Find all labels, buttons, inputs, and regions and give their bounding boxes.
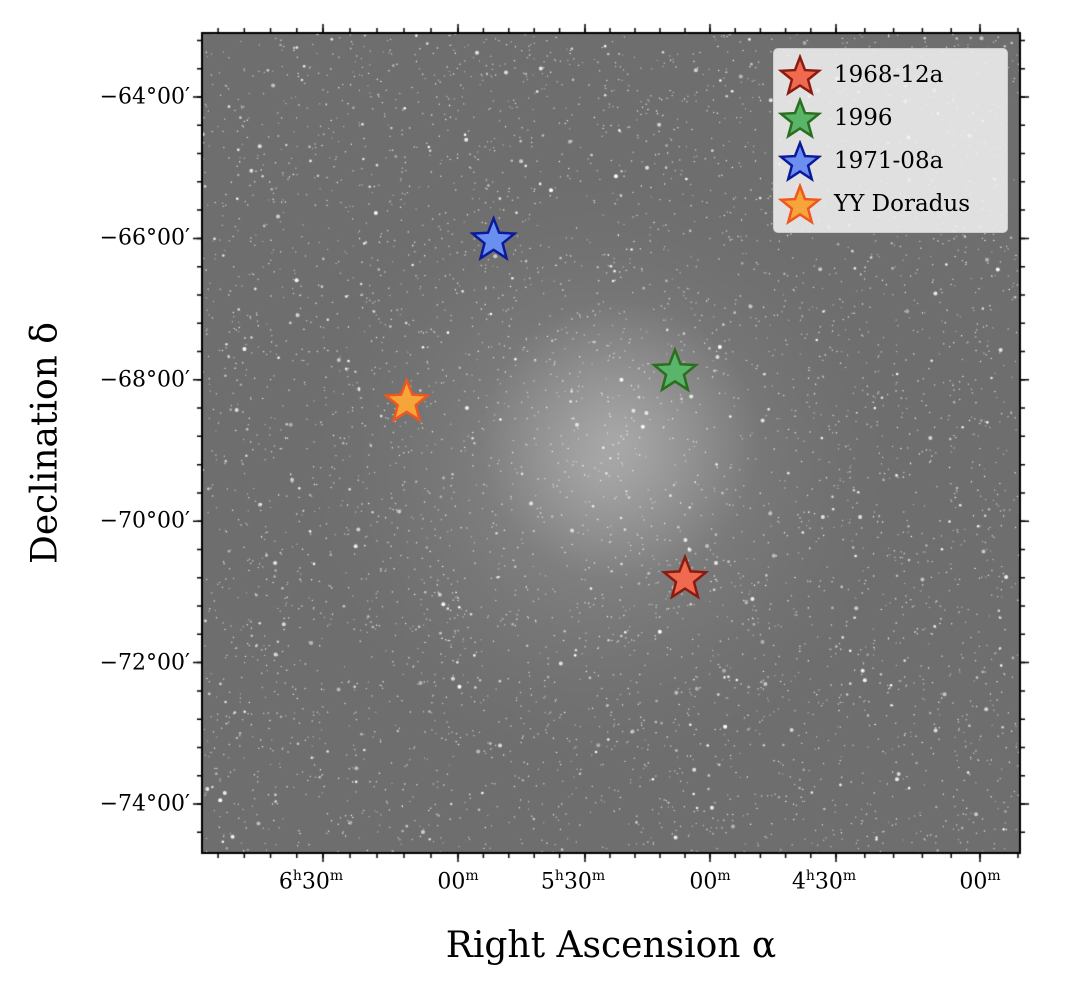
y-tick-label: −68°00′ (99, 367, 190, 393)
legend-item: 1968-12a (774, 54, 944, 96)
x-axis-label: Right Ascension α (445, 925, 777, 966)
star-icon (778, 54, 822, 96)
x-tick-label: 00m (437, 868, 479, 895)
legend-item: 1971-08a (774, 140, 944, 182)
legend-label: YY Doradus (834, 191, 971, 217)
legend: 1968-12a 1996 1971-08a YY Doradus (773, 48, 1008, 233)
x-tick-label: 6h30m (278, 868, 344, 895)
legend-item: 1996 (774, 97, 893, 139)
star-marker-1971-08a (469, 214, 518, 261)
legend-label: 1971-08a (834, 148, 944, 174)
star-marker-yy-doradus (382, 376, 431, 423)
y-tick-label: −74°00′ (99, 791, 190, 817)
star-icon (778, 183, 822, 225)
star-icon (778, 140, 822, 182)
x-tick-label: 5h30m (540, 868, 606, 895)
y-tick-label: −70°00′ (99, 508, 190, 534)
y-tick-label: −72°00′ (99, 650, 190, 676)
y-tick-label: −66°00′ (99, 225, 190, 251)
legend-label: 1968-12a (834, 62, 944, 88)
star-marker-1968-12a (660, 553, 710, 600)
legend-item: YY Doradus (774, 183, 971, 225)
x-tick-label: 00m (959, 868, 1001, 895)
legend-label: 1996 (834, 105, 893, 131)
y-tick-label: −64°00′ (99, 84, 190, 110)
x-tick-label: 00m (689, 868, 731, 895)
x-tick-label: 4h30m (791, 868, 857, 895)
star-icon (778, 97, 822, 139)
star-marker-1996 (650, 346, 700, 393)
